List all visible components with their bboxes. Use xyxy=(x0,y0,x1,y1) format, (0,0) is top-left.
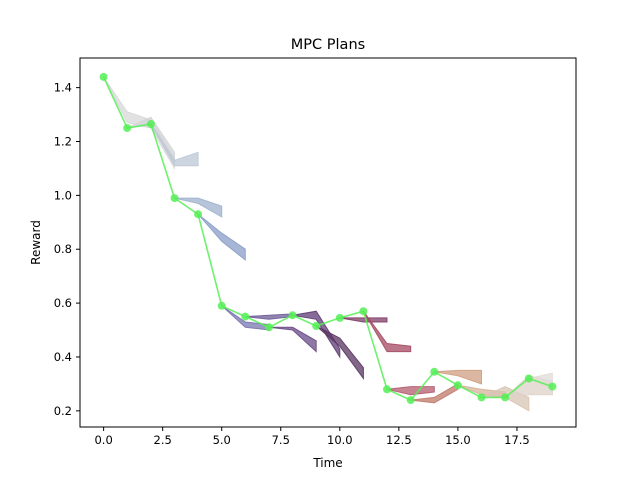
plan-band-2 xyxy=(150,123,199,167)
actual-point-5 xyxy=(217,301,226,310)
actual-point-0 xyxy=(99,72,108,81)
actual-point-16 xyxy=(477,393,486,402)
plan-band-12 xyxy=(386,386,435,396)
y-axis-ticks: 0.2 0.4 0.6 0.8 1.0 1.2 1.4 xyxy=(54,81,80,418)
y-axis-label: Reward xyxy=(29,220,43,265)
actual-point-17 xyxy=(501,393,510,402)
y-tick-label: 0.6 xyxy=(54,296,72,310)
actual-point-8 xyxy=(288,311,297,320)
x-axis-ticks: 0.0 2.5 5.0 7.5 10.0 12.5 15.0 17.5 xyxy=(94,427,530,447)
chart-title: MPC Plans xyxy=(291,37,365,53)
plan-band-10 xyxy=(339,317,388,323)
actual-point-10 xyxy=(335,313,344,322)
y-tick-label: 0.8 xyxy=(54,242,72,256)
plan-band-1 xyxy=(126,116,175,165)
actual-point-9 xyxy=(312,322,321,330)
plan-band-4 xyxy=(197,213,246,262)
plan-band-7 xyxy=(268,326,317,353)
x-tick-label: 10.0 xyxy=(327,433,353,447)
actual-reward-line xyxy=(102,76,553,402)
x-tick-label: 2.5 xyxy=(154,433,172,447)
actual-point-18 xyxy=(524,374,533,383)
actual-point-1 xyxy=(123,124,132,132)
actual-point-13 xyxy=(406,396,415,405)
actual-series xyxy=(99,72,557,405)
actual-point-14 xyxy=(430,367,439,376)
plan-band-14 xyxy=(434,369,482,385)
actual-point-3 xyxy=(170,194,179,203)
plan-bands xyxy=(103,76,553,412)
plan-band-11 xyxy=(362,310,412,353)
x-tick-label: 15.0 xyxy=(445,433,471,447)
y-tick-label: 1.0 xyxy=(54,188,72,202)
x-axis-label: Time xyxy=(312,456,342,470)
plan-band-3 xyxy=(174,197,223,218)
plot-frame xyxy=(79,57,577,428)
actual-point-7 xyxy=(265,323,273,332)
y-tick-label: 0.2 xyxy=(54,404,72,418)
actual-point-4 xyxy=(194,210,203,219)
y-tick-label: 0.4 xyxy=(54,350,72,364)
plan-band-9 xyxy=(315,325,364,381)
y-tick-label: 1.4 xyxy=(54,81,72,95)
actual-point-6 xyxy=(241,312,250,321)
actual-point-11 xyxy=(359,307,368,316)
actual-point-12 xyxy=(383,385,391,394)
actual-point-19 xyxy=(548,382,557,391)
x-tick-label: 12.5 xyxy=(386,433,412,447)
x-tick-label: 7.5 xyxy=(272,433,290,447)
x-tick-label: 0.0 xyxy=(94,433,112,447)
actual-point-15 xyxy=(453,381,462,390)
x-tick-label: 17.5 xyxy=(504,433,530,447)
y-tick-label: 1.2 xyxy=(54,134,72,148)
x-tick-label: 5.0 xyxy=(213,433,231,447)
actual-point-2 xyxy=(146,120,155,128)
